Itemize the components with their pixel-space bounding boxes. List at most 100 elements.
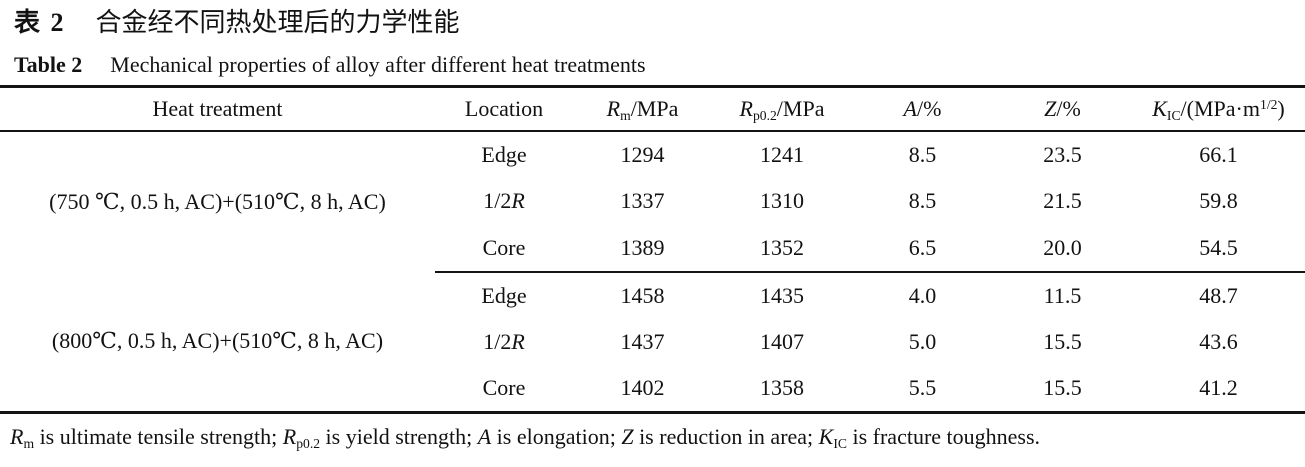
elongation-value: 5.0 [908,329,937,354]
reduction-value: 23.5 [1043,141,1082,167]
table-row: (800℃, 0.5 h, AC)+(510℃, 8 h, AC) Edge 1… [0,272,1305,354]
rp02-value: 1241 [760,141,804,167]
footnote-a-text: is elongation; [491,424,622,449]
rm-value: 1437 [620,329,665,354]
rm-subscript: m [620,107,631,123]
col-header-reduction: Z/% [993,86,1132,132]
rm-unit: /MPa [630,95,679,121]
reduction-value: 20.0 [993,224,1132,273]
elongation-value: 8.5 [908,188,937,213]
heat-treatment-text: (750 ℃, 0.5 h, AC)+(510℃, 8 h, AC) [49,188,386,214]
location-cell: Edge [435,131,573,178]
kic-symbol: K [1152,95,1167,121]
col-header-rp02: Rp0.2/MPa [712,86,852,132]
rm-value: 1458 [620,282,665,308]
footnote-rm-text: is ultimate tensile strength; [34,424,283,449]
elongation-value: 6.5 [852,224,993,273]
table-row: Core 1402 1358 5.5 15.5 41.2 [0,366,1305,413]
rp02-value: 1358 [760,375,804,401]
table-title-chinese: 表 2 合金经不同热处理后的力学性能 [14,7,1305,39]
reduction-value: 11.5 [1043,282,1082,308]
footnote-kic-subscript: IC [833,435,847,451]
location-cell: Core [435,224,573,273]
rm-value: 1402 [620,375,665,401]
treatment-group-800: (800℃, 0.5 h, AC)+(510℃, 8 h, AC) Edge 1… [0,272,1305,413]
location-cell: 1/2R [435,178,573,225]
rp02-value: 1435 [760,282,804,308]
reduction-value: 15.5 [1043,375,1082,401]
col-header-kic: KIC/(MPa·m1/2) [1132,86,1305,132]
z-unit: /% [1056,95,1081,121]
location-cell: Edge [435,272,573,319]
rm-value: 1389 [573,224,712,273]
location-label: 1/2 [483,329,512,354]
rp02-value: 1310 [760,188,804,213]
kic-unit-close: ) [1277,95,1285,121]
kic-value: 66.1 [1199,141,1238,167]
table-title-english: Table 2 Mechanical properties of alloy af… [14,51,1305,79]
rp02-symbol: R [739,95,753,121]
col-header-rm: Rm/MPa [573,86,712,132]
reduction-value: 21.5 [1043,188,1082,213]
table-row: 1/2R 1437 1407 5.0 15.5 43.6 [0,319,1305,366]
footnote-rp02-subscript: p0.2 [296,435,321,451]
location-label: Edge [481,282,527,308]
elongation-value: 5.5 [908,375,937,401]
footnote-z-symbol: Z [621,424,634,449]
elongation-value: 4.0 [908,282,937,308]
properties-table: Heat treatment Location Rm/MPa Rp0.2/MPa… [0,85,1305,414]
location-label: Core [482,234,526,260]
location-label: Edge [481,141,527,167]
footnote-kic-symbol: K [818,424,834,449]
rp02-value: 1352 [712,224,852,273]
kic-subscript: IC [1166,107,1181,123]
heat-treatment-text: (800℃, 0.5 h, AC)+(510℃, 8 h, AC) [51,328,384,354]
footnote-rp02-text: is yield strength; [320,424,478,449]
heat-treatment-cell-750: (750 ℃, 0.5 h, AC)+(510℃, 8 h, AC) [0,131,435,272]
table-row: Core 1389 1352 6.5 20.0 54.5 [0,224,1305,273]
treatment-group-750: (750 ℃, 0.5 h, AC)+(510℃, 8 h, AC) Edge … [0,131,1305,273]
location-label: 1/2 [483,188,512,213]
footnote-a-symbol: A [477,424,492,449]
location-label-italic: R [511,188,525,213]
table-footnote: Rm is ultimate tensile strength; Rp0.2 i… [10,423,1305,454]
rp02-unit: /MPa [776,95,825,121]
col-header-elongation: A/% [852,86,993,132]
footnote-rm-subscript: m [23,435,35,451]
rm-value: 1294 [620,141,665,167]
kic-unit-open: /(MPa·m [1180,95,1260,121]
footnote-kic-text: is fracture toughness. [846,424,1041,449]
z-symbol: Z [1044,95,1057,121]
footnote-rp02-symbol: R [282,424,297,449]
location-cell: Core [435,366,573,413]
rp02-subscript: p0.2 [752,107,777,123]
heat-treatment-header-label: Heat treatment [152,95,283,121]
table-row: (750 ℃, 0.5 h, AC)+(510℃, 8 h, AC) Edge … [0,131,1305,214]
table-header-row: Heat treatment Location Rm/MPa Rp0.2/MPa… [0,86,1305,132]
location-header-label: Location [464,95,544,121]
location-label-italic: R [511,329,525,354]
table-number-english: Table 2 [14,52,83,77]
table-number-chinese: 表 2 [14,8,66,37]
col-header-location: Location [435,86,573,132]
a-symbol: A [903,95,917,121]
footnote-rm-symbol: R [10,424,24,449]
kic-exponent: 1/2 [1260,96,1278,112]
location-cell: 1/2R [435,319,573,366]
table-title-chinese-text: 合金经不同热处理后的力学性能 [95,8,460,37]
rm-value: 1337 [620,188,665,213]
kic-value: 41.2 [1199,375,1238,401]
kic-value: 48.7 [1199,282,1238,308]
rm-symbol: R [606,95,621,121]
elongation-value: 8.5 [908,141,937,167]
col-header-heat-treatment: Heat treatment [0,86,435,132]
kic-value: 43.6 [1199,329,1238,354]
table-row: 1/2R 1337 1310 8.5 21.5 59.8 [0,178,1305,225]
kic-value: 59.8 [1199,188,1238,213]
table-title-english-text: Mechanical properties of alloy after dif… [110,52,646,77]
location-label: Core [482,375,526,401]
reduction-value: 15.5 [1043,329,1082,354]
a-unit: /% [917,95,942,121]
footnote-z-text: is reduction in area; [633,424,819,449]
